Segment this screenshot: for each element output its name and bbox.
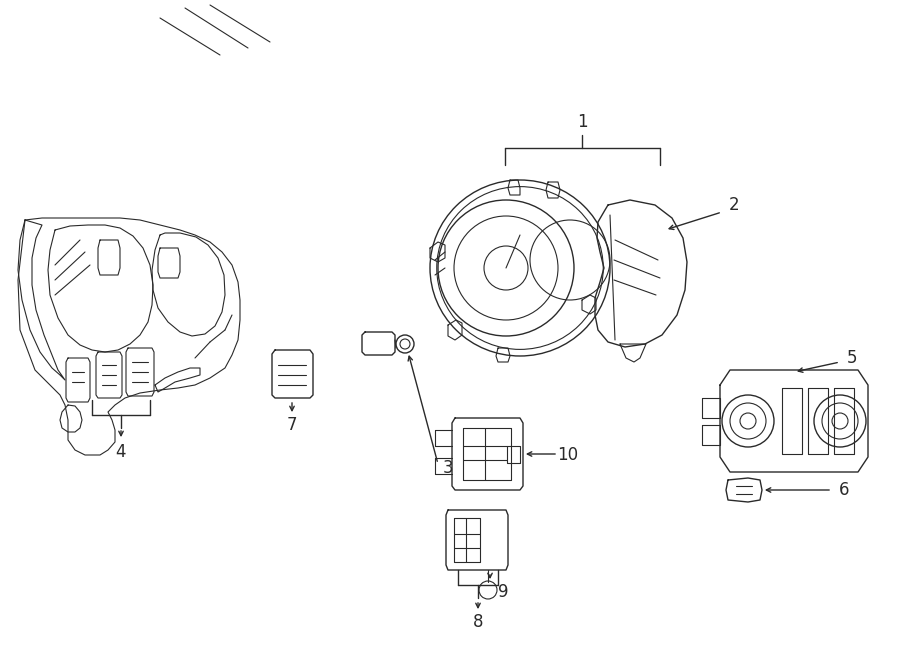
Text: 10: 10 (557, 446, 579, 464)
Text: 1: 1 (577, 113, 588, 131)
Text: 4: 4 (116, 443, 126, 461)
Text: 7: 7 (287, 416, 297, 434)
Text: 9: 9 (498, 583, 508, 601)
Text: 8: 8 (472, 613, 483, 631)
Text: 2: 2 (729, 196, 739, 214)
Text: 6: 6 (839, 481, 850, 499)
Text: 3: 3 (443, 459, 454, 477)
Text: 5: 5 (847, 349, 857, 367)
